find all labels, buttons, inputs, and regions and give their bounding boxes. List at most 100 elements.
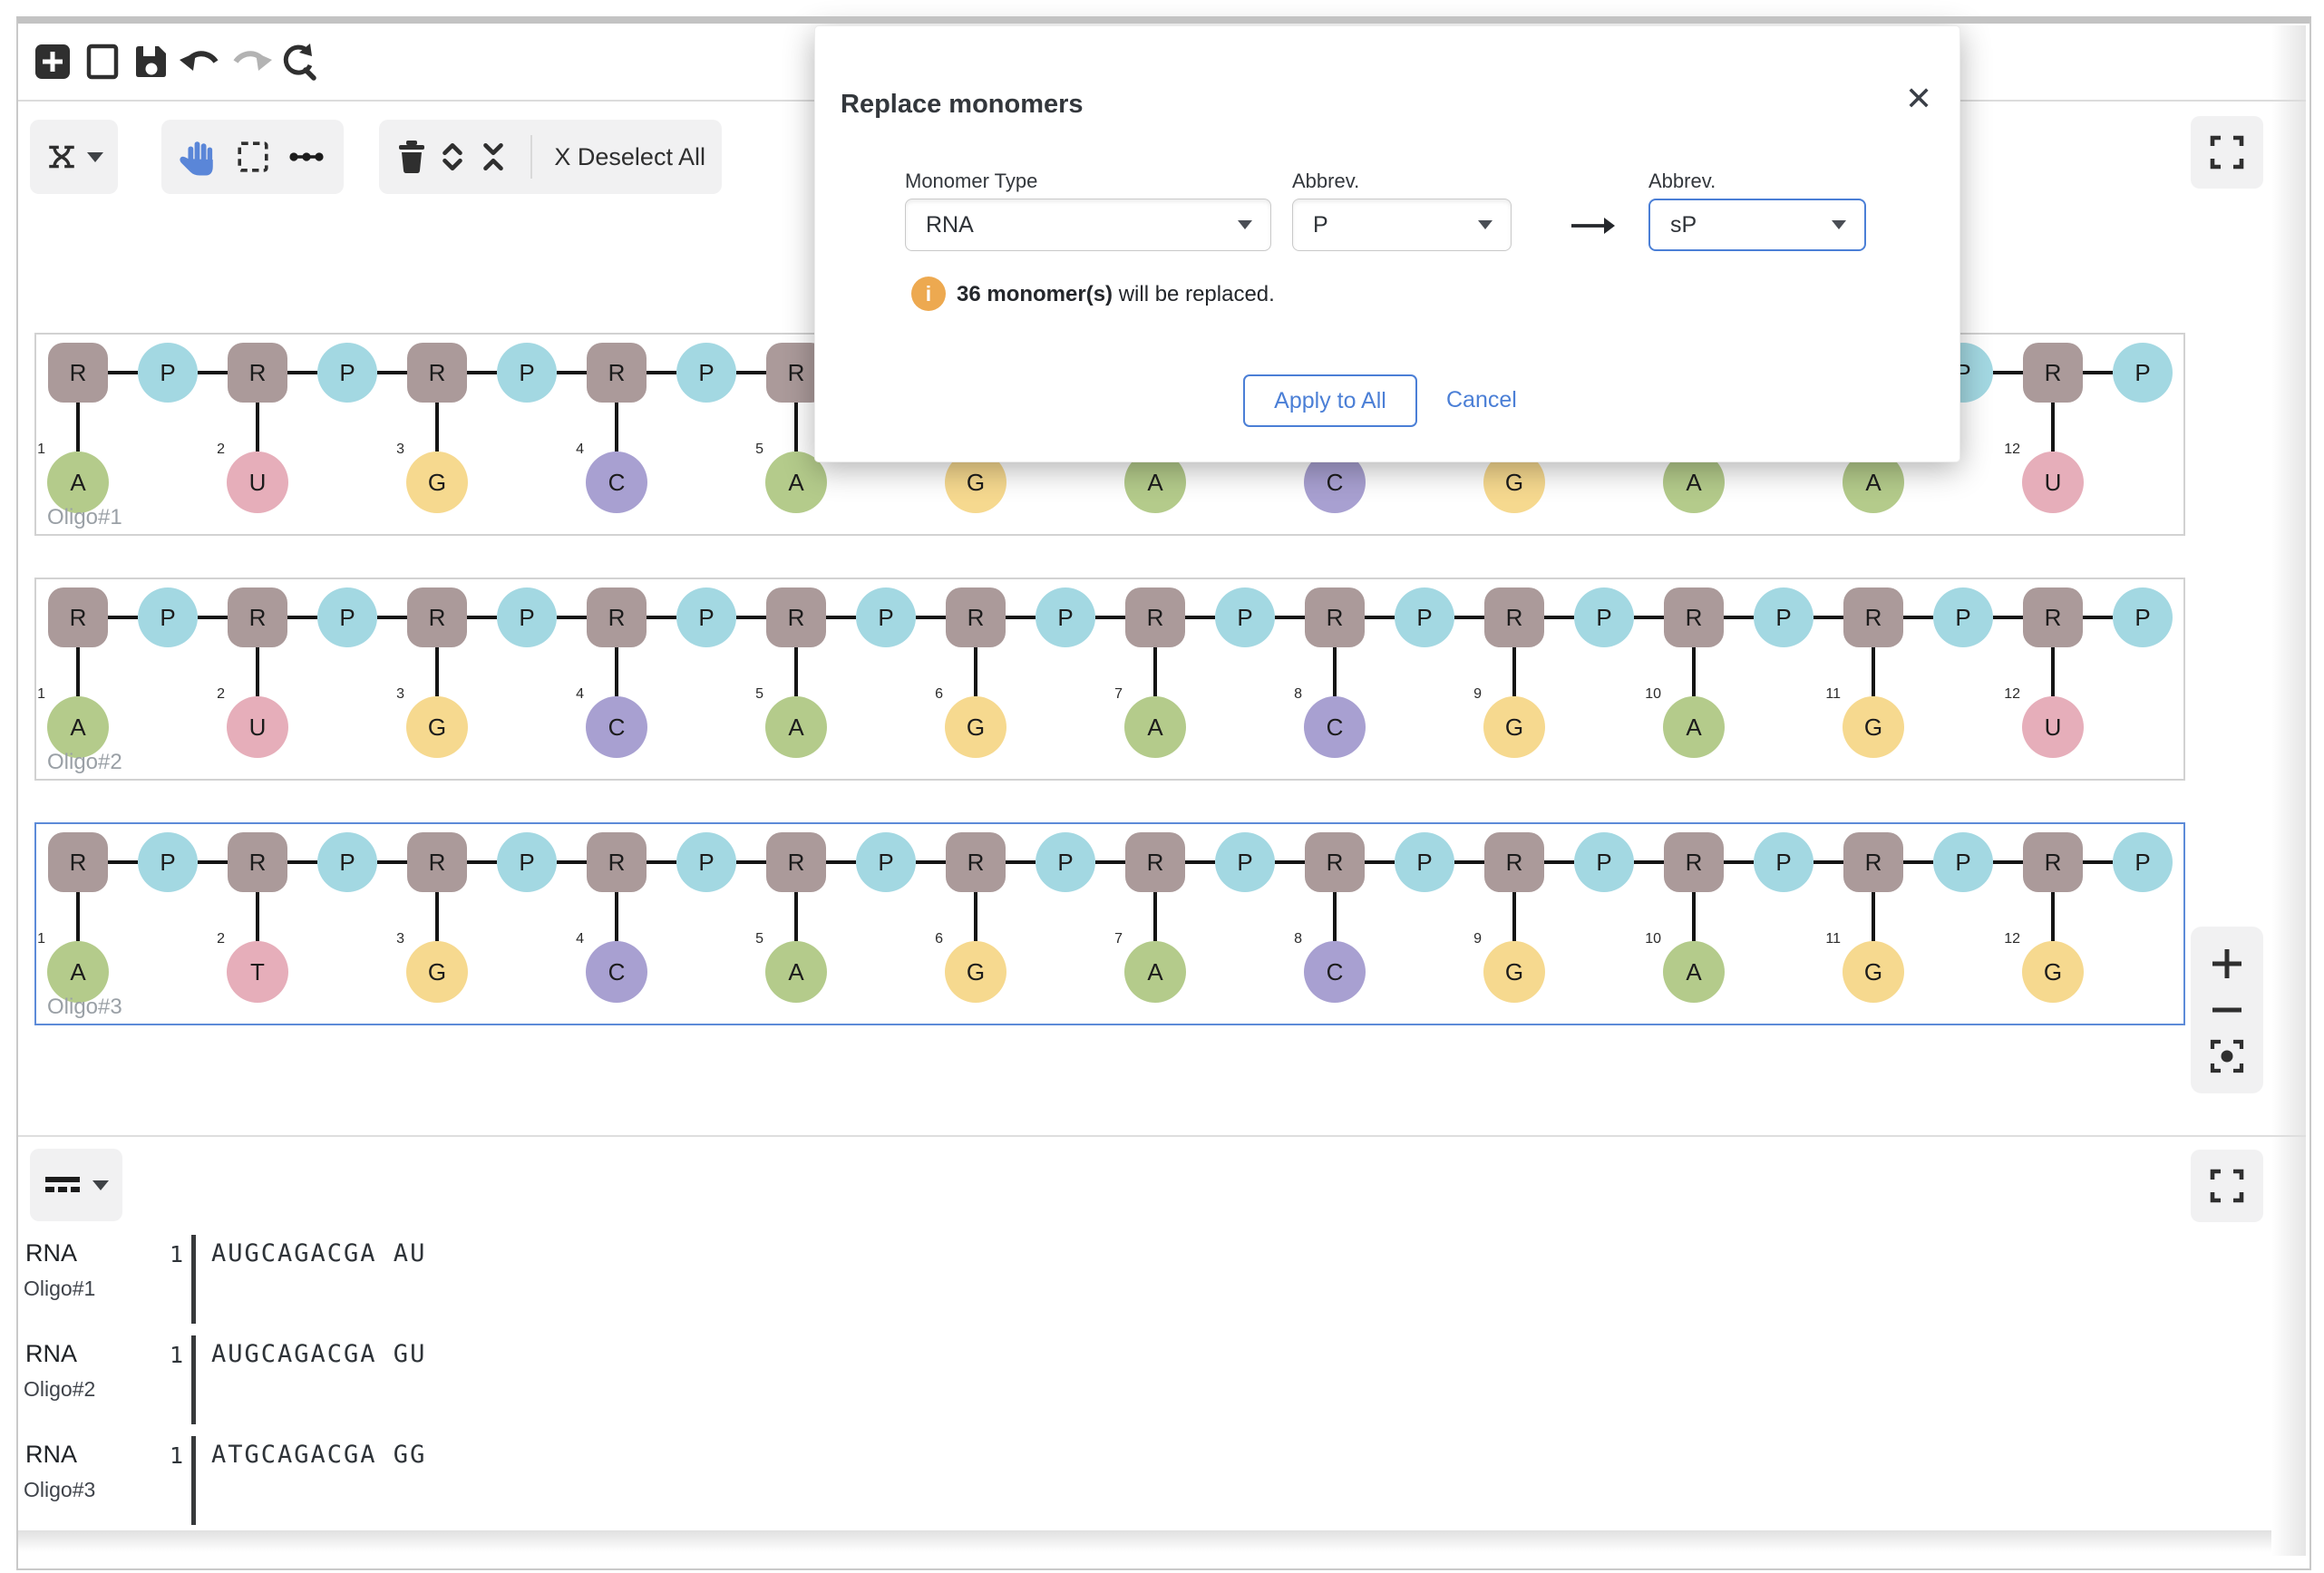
monomer-sugar-R[interactable]: R <box>1664 587 1724 647</box>
monomer-base-A[interactable]: A <box>765 696 827 758</box>
monomer-phosphate-P[interactable]: P <box>2113 587 2173 647</box>
monomer-sugar-R[interactable]: R <box>228 832 287 892</box>
monomer-phosphate-P[interactable]: P <box>676 832 736 892</box>
monomer-phosphate-P[interactable]: P <box>1754 832 1813 892</box>
monomer-sugar-R[interactable]: R <box>1843 587 1903 647</box>
monomer-base-A[interactable]: A <box>1124 941 1186 1003</box>
monomer-sugar-R[interactable]: R <box>1305 832 1365 892</box>
monomer-base-G[interactable]: G <box>1843 941 1904 1003</box>
zoom-in-button[interactable] <box>2211 941 2243 987</box>
monomer-phosphate-P[interactable]: P <box>856 587 916 647</box>
monomer-sugar-R[interactable]: R <box>48 832 108 892</box>
monomer-base-G[interactable]: G <box>406 452 468 513</box>
monomer-base-U[interactable]: U <box>2022 696 2084 758</box>
close-icon[interactable]: ✕ <box>1905 80 1933 117</box>
monomer-sugar-R[interactable]: R <box>766 832 826 892</box>
clear-canvas-button[interactable] <box>85 44 120 80</box>
monomer-base-G[interactable]: G <box>1483 941 1545 1003</box>
monomer-base-A[interactable]: A <box>1663 941 1725 1003</box>
monomer-sugar-R[interactable]: R <box>946 832 1006 892</box>
abbrev-from-select[interactable]: P <box>1292 199 1512 251</box>
sequence-text[interactable]: AUGCAGACGA GU <box>211 1340 427 1368</box>
monomer-sugar-R[interactable]: R <box>407 343 467 403</box>
monomer-phosphate-P[interactable]: P <box>497 587 557 647</box>
monomer-sugar-R[interactable]: R <box>228 343 287 403</box>
monomer-base-A[interactable]: A <box>1663 696 1725 758</box>
monomer-phosphate-P[interactable]: P <box>2113 832 2173 892</box>
new-document-button[interactable] <box>34 44 71 80</box>
redo-button[interactable] <box>229 44 274 80</box>
monomer-base-U[interactable]: U <box>227 696 288 758</box>
monomer-phosphate-P[interactable]: P <box>1395 587 1454 647</box>
sequence-row-Oligo#2[interactable]: RNA Oligo#2 1 AUGCAGACGA GU <box>0 1335 2176 1432</box>
monomer-sugar-R[interactable]: R <box>587 343 647 403</box>
sequence-fullscreen-button[interactable] <box>2191 1150 2263 1222</box>
monomer-base-A[interactable]: A <box>47 941 109 1003</box>
monomer-sugar-R[interactable]: R <box>1125 587 1185 647</box>
monomer-phosphate-P[interactable]: P <box>317 343 377 403</box>
monomer-phosphate-P[interactable]: P <box>1933 832 1993 892</box>
monomer-base-G[interactable]: G <box>406 941 468 1003</box>
undo-button[interactable] <box>178 44 223 80</box>
monomer-base-C[interactable]: C <box>586 696 647 758</box>
monomer-sugar-R[interactable]: R <box>1484 587 1544 647</box>
apply-to-all-button[interactable]: Apply to All <box>1243 374 1417 427</box>
reset-view-button[interactable] <box>277 44 317 81</box>
monomer-sugar-R[interactable]: R <box>1664 832 1724 892</box>
monomer-sugar-R[interactable]: R <box>1843 832 1903 892</box>
monomer-sugar-R[interactable]: R <box>1484 832 1544 892</box>
bond-tool-button[interactable] <box>287 120 326 194</box>
monomer-base-G[interactable]: G <box>406 696 468 758</box>
abbrev-to-select[interactable]: sP <box>1648 199 1866 251</box>
deselect-all-button[interactable]: X Deselect All <box>554 120 705 194</box>
rectangle-select-button[interactable] <box>236 120 270 194</box>
monomer-phosphate-P[interactable]: P <box>1574 832 1634 892</box>
monomer-phosphate-P[interactable]: P <box>856 832 916 892</box>
expand-button[interactable] <box>437 120 468 194</box>
sequence-text[interactable]: AUGCAGACGA AU <box>211 1239 427 1267</box>
monomer-phosphate-P[interactable]: P <box>1215 587 1275 647</box>
monomer-phosphate-P[interactable]: P <box>1036 832 1095 892</box>
monomer-base-C[interactable]: C <box>586 941 647 1003</box>
delete-button[interactable] <box>395 120 428 194</box>
monomer-sugar-R[interactable]: R <box>946 587 1006 647</box>
sequence-text[interactable]: ATGCAGACGA GG <box>211 1441 427 1469</box>
monomer-phosphate-P[interactable]: P <box>1395 832 1454 892</box>
sequence-row-Oligo#1[interactable]: RNA Oligo#1 1 AUGCAGACGA AU <box>0 1235 2176 1331</box>
monomer-phosphate-P[interactable]: P <box>2113 343 2173 403</box>
sequence-layout-selector[interactable] <box>30 1149 122 1221</box>
monomer-sugar-R[interactable]: R <box>407 832 467 892</box>
monomer-base-A[interactable]: A <box>1124 696 1186 758</box>
monomer-base-G[interactable]: G <box>945 696 1006 758</box>
monomer-base-C[interactable]: C <box>1304 696 1366 758</box>
cancel-button[interactable]: Cancel <box>1446 387 1517 413</box>
reset-zoom-button[interactable] <box>2209 1033 2245 1079</box>
monomer-sugar-R[interactable]: R <box>2023 587 2083 647</box>
monomer-base-U[interactable]: U <box>227 452 288 513</box>
monomer-phosphate-P[interactable]: P <box>1215 832 1275 892</box>
monomer-base-G[interactable]: G <box>945 941 1006 1003</box>
monomer-sugar-R[interactable]: R <box>587 587 647 647</box>
sequence-row-Oligo#3[interactable]: RNA Oligo#3 1 ATGCAGACGA GG <box>0 1436 2176 1532</box>
monomer-phosphate-P[interactable]: P <box>497 832 557 892</box>
monomer-base-A[interactable]: A <box>47 452 109 513</box>
monomer-sugar-R[interactable]: R <box>587 832 647 892</box>
monomer-phosphate-P[interactable]: P <box>1574 587 1634 647</box>
monomer-sugar-R[interactable]: R <box>1125 832 1185 892</box>
monomer-phosphate-P[interactable]: P <box>1933 587 1993 647</box>
monomer-sugar-R[interactable]: R <box>48 587 108 647</box>
monomer-phosphate-P[interactable]: P <box>138 587 198 647</box>
monomer-type-select[interactable]: RNA <box>905 199 1271 251</box>
monomer-phosphate-P[interactable]: P <box>497 343 557 403</box>
save-button[interactable] <box>132 44 169 80</box>
monomer-sugar-R[interactable]: R <box>766 587 826 647</box>
monomer-base-U[interactable]: U <box>2022 452 2084 513</box>
collapse-button[interactable] <box>478 120 509 194</box>
monomer-base-A[interactable]: A <box>765 452 827 513</box>
zoom-out-button[interactable] <box>2211 987 2243 1034</box>
monomer-phosphate-P[interactable]: P <box>1754 587 1813 647</box>
monomer-phosphate-P[interactable]: P <box>676 343 736 403</box>
monomer-base-A[interactable]: A <box>47 696 109 758</box>
